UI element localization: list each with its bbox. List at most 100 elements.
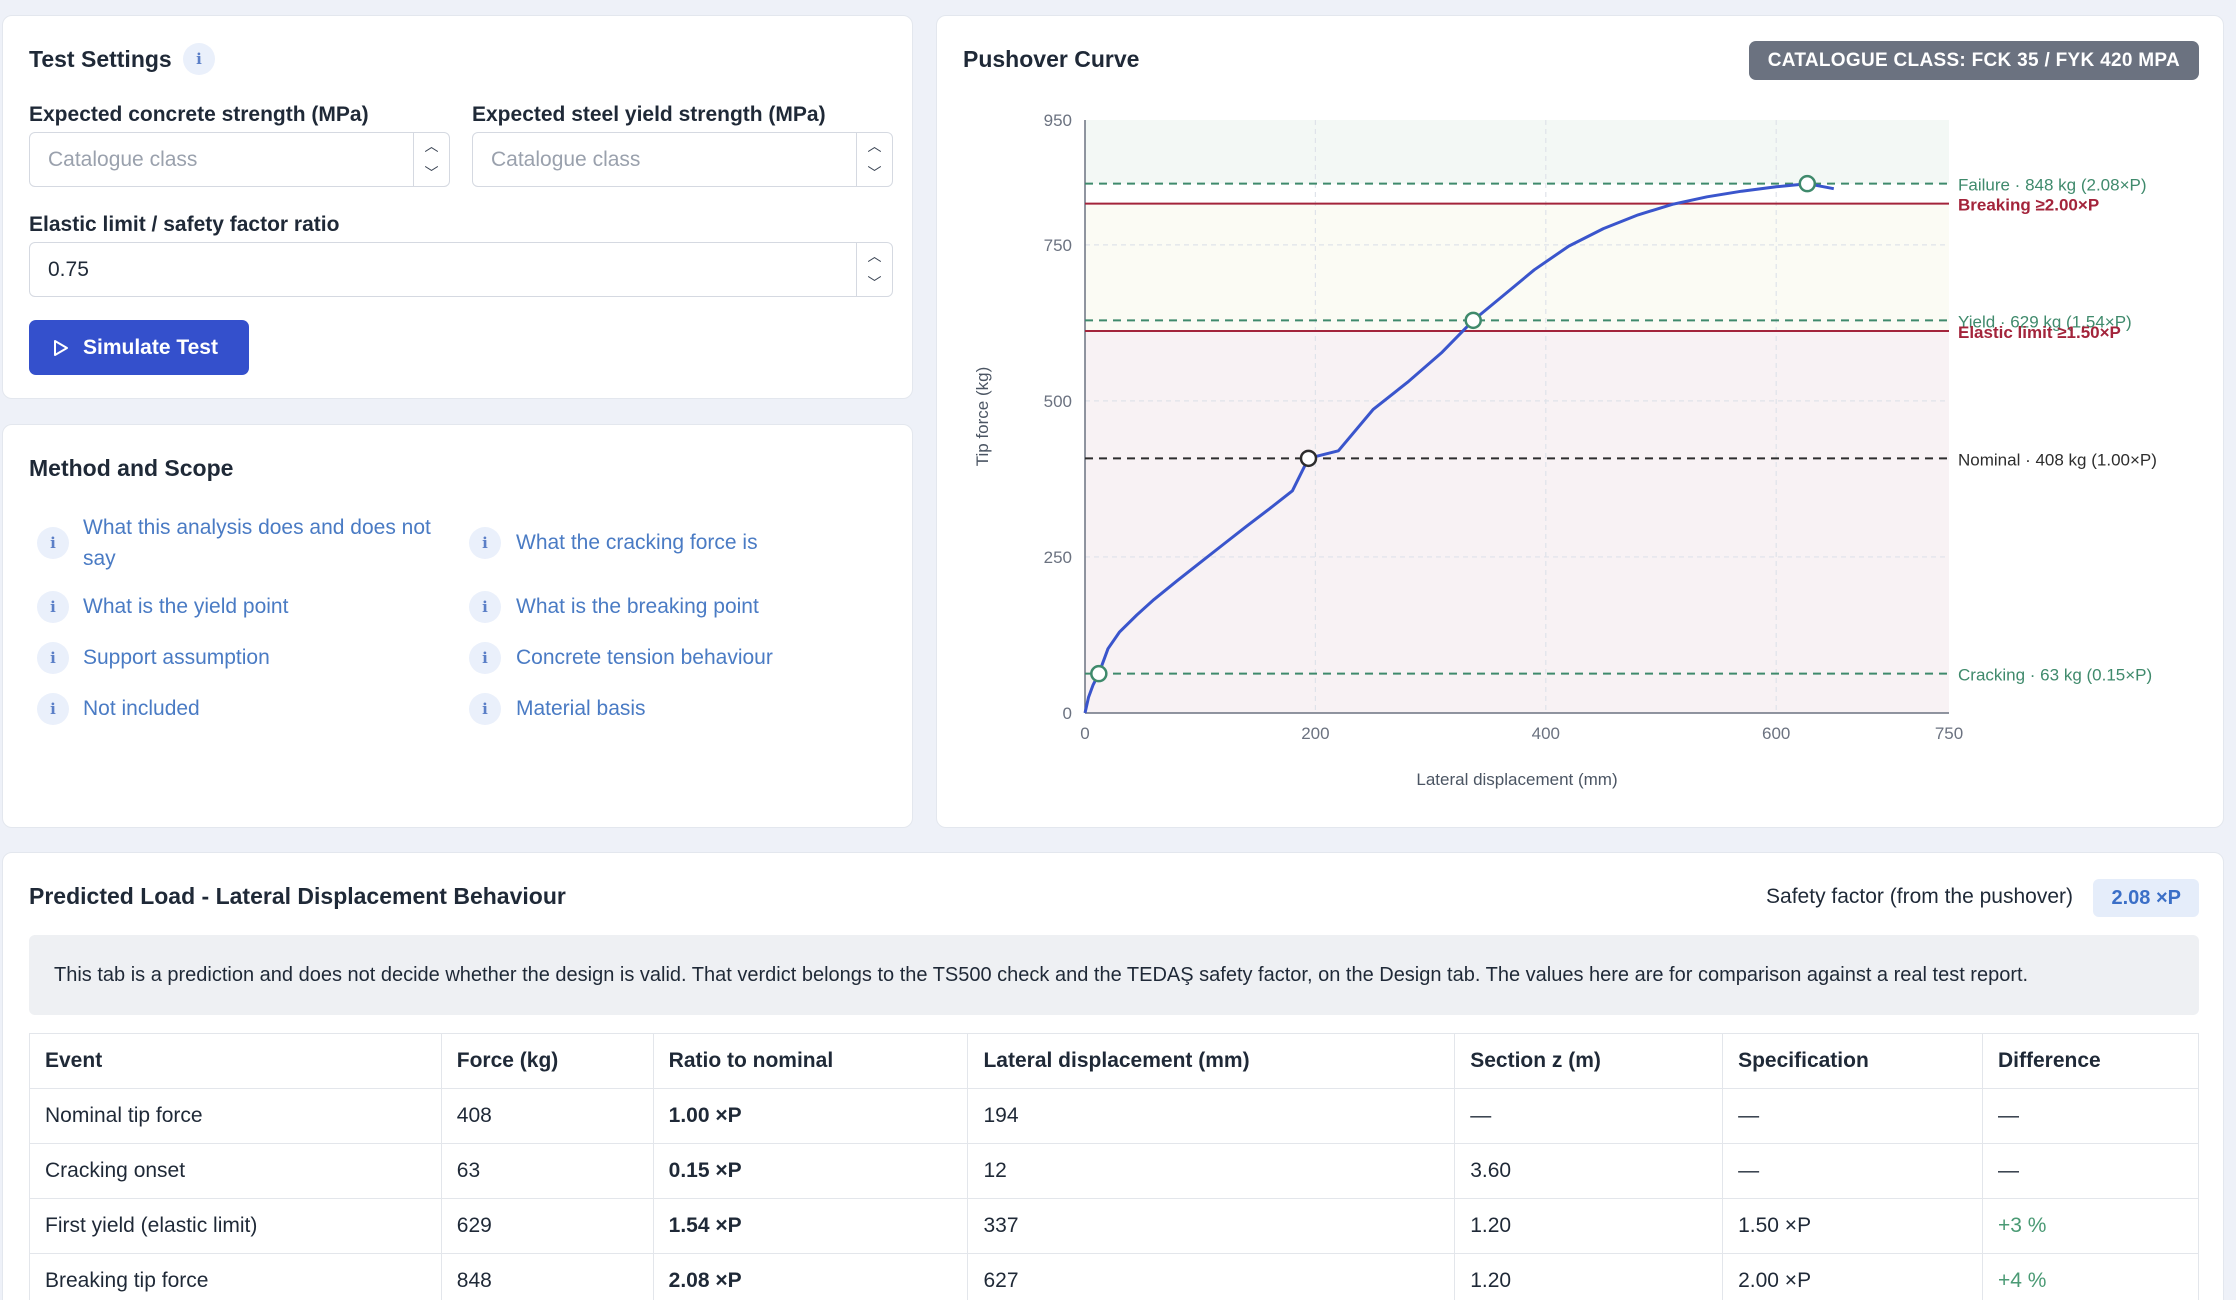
catalogue-class-badge: CATALOGUE CLASS: FCK 35 / FYK 420 MPA	[1748, 41, 2199, 80]
x-tick-label: 750	[1935, 724, 1963, 743]
force-cell: 63	[440, 1143, 654, 1199]
reference-line-label: Cracking · 63 kg (0.15×P)	[1958, 666, 2152, 685]
pushover-chart: 0 200 400 600 750 0 250 500 750 950 Lateral displa…	[973, 111, 2157, 789]
prediction-title: Predicted Load - Lateral Displacement Be…	[29, 883, 566, 909]
info-icon: i	[37, 591, 69, 623]
specification-cell: 1.50 ×P	[1722, 1198, 1984, 1254]
concrete-strength-input[interactable]	[30, 133, 413, 186]
y-tick-label: 750	[1044, 236, 1072, 255]
column-header: Event	[29, 1033, 442, 1089]
table-row: Breaking tip force 848 2.08 ×P 627 1.20 …	[29, 1253, 2199, 1300]
event-cell: First yield (elastic limit)	[29, 1198, 442, 1254]
reference-line-label: Breaking ≥2.00×P	[1958, 196, 2099, 215]
info-icon: i	[37, 693, 69, 725]
chart-band	[1085, 120, 1949, 184]
x-axis-label: Lateral displacement (mm)	[1416, 770, 1617, 789]
reference-line-label: Nominal · 408 kg (1.00×P)	[1958, 450, 2157, 469]
chevron-down-icon[interactable]: ﹀	[867, 274, 882, 291]
chevron-down-icon[interactable]: ﹀	[867, 164, 882, 181]
section-cell: 1.20	[1454, 1253, 1724, 1300]
method-link-material-basis[interactable]: Material basis	[516, 697, 646, 720]
results-table: Event Force (kg) Ratio to nominal Latera…	[29, 1033, 2199, 1300]
concrete-strength-stepper[interactable]: ︿ ﹀	[413, 133, 449, 186]
column-header: Ratio to nominal	[652, 1033, 969, 1089]
ratio-input[interactable]	[30, 243, 856, 296]
ratio-cell: 1.54 ×P	[652, 1198, 969, 1254]
force-cell: 408	[440, 1088, 654, 1144]
column-header: Lateral displacement (mm)	[967, 1033, 1456, 1089]
y-tick-label: 250	[1044, 548, 1072, 567]
method-link-analysis-scope[interactable]: What this analysis does and does not say	[83, 516, 431, 570]
method-scope-title: Method and Scope	[29, 455, 234, 481]
event-cell: Breaking tip force	[29, 1253, 442, 1300]
section-cell: —	[1454, 1088, 1724, 1144]
safety-factor-label: Safety factor (from the pushover)	[1766, 885, 2073, 908]
steel-yield-input[interactable]	[473, 133, 856, 186]
pushover-curve-panel: Pushover Curve CATALOGUE CLASS: FCK 35 /…	[936, 15, 2224, 828]
event-cell: Cracking onset	[29, 1143, 442, 1199]
simulate-test-label: Simulate Test	[83, 335, 218, 359]
x-tick-label: 0	[1080, 724, 1089, 743]
chevron-up-icon[interactable]: ︿	[424, 138, 439, 154]
method-link-yield-point[interactable]: What is the yield point	[83, 595, 289, 618]
chevron-down-icon[interactable]: ﹀	[424, 164, 439, 181]
test-settings-title: Test Settings	[29, 46, 172, 72]
reference-line-label: Elastic limit ≥1.50×P	[1958, 323, 2121, 342]
ratio-cell: 2.08 ×P	[652, 1253, 969, 1300]
steel-yield-field: ︿ ﹀	[472, 132, 893, 187]
y-tick-label: 950	[1044, 111, 1072, 130]
ratio-label: Elastic limit / safety factor ratio	[29, 213, 340, 236]
specification-cell: 2.00 ×P	[1722, 1253, 1984, 1300]
concrete-strength-label: Expected concrete strength (MPa)	[29, 103, 369, 126]
simulate-test-button[interactable]: Simulate Test	[29, 320, 249, 375]
x-tick-label: 200	[1301, 724, 1329, 743]
force-cell: 629	[440, 1198, 654, 1254]
method-scope-panel: Method and Scope i What this analysis do…	[2, 424, 913, 828]
steel-yield-stepper[interactable]: ︿ ﹀	[856, 133, 892, 186]
y-tick-label: 500	[1044, 392, 1072, 411]
chevron-up-icon[interactable]: ︿	[867, 138, 882, 154]
displacement-cell: 194	[967, 1088, 1456, 1144]
curve-marker	[1798, 174, 1817, 193]
curve-marker	[1090, 664, 1108, 683]
difference-cell: —	[1982, 1088, 2199, 1144]
test-settings-info-icon[interactable]: i	[183, 43, 215, 75]
section-cell: 1.20	[1454, 1198, 1724, 1254]
prediction-notice: This tab is a prediction and does not de…	[29, 935, 2199, 1015]
table-row: First yield (elastic limit) 629 1.54 ×P …	[29, 1198, 2199, 1254]
ratio-field: ︿ ﹀	[29, 242, 893, 297]
table-row: Cracking onset 63 0.15 ×P 12 3.60 — —	[29, 1143, 2199, 1199]
method-link-concrete-tension[interactable]: Concrete tension behaviour	[516, 646, 773, 669]
info-icon: i	[469, 527, 501, 559]
column-header: Force (kg)	[440, 1033, 654, 1089]
displacement-cell: 337	[967, 1198, 1456, 1254]
force-cell: 848	[440, 1253, 654, 1300]
play-icon	[54, 339, 68, 356]
pushover-curve-line	[1083, 182, 1835, 714]
event-cell: Nominal tip force	[29, 1088, 442, 1144]
method-link-breaking-point[interactable]: What is the breaking point	[516, 595, 759, 618]
difference-cell: —	[1982, 1143, 2199, 1199]
specification-cell: —	[1722, 1143, 1984, 1199]
method-link-not-included[interactable]: Not included	[83, 697, 200, 720]
y-tick-label: 0	[1063, 704, 1072, 723]
chart-band	[1085, 330, 1949, 713]
concrete-strength-field: ︿ ﹀	[29, 132, 450, 187]
info-icon: i	[469, 693, 501, 725]
info-icon: i	[469, 591, 501, 623]
method-link-support-assumption[interactable]: Support assumption	[83, 646, 270, 669]
displacement-cell: 12	[967, 1143, 1456, 1199]
column-header: Specification	[1722, 1033, 1984, 1089]
displacement-cell: 627	[967, 1253, 1456, 1300]
info-icon: i	[469, 642, 501, 674]
test-settings-panel: Test Settings i Expected concrete streng…	[2, 15, 913, 399]
difference-cell: +3 %	[1982, 1198, 2199, 1254]
safety-factor-badge: 2.08 ×P	[2093, 879, 2199, 917]
ratio-cell: 1.00 ×P	[652, 1088, 969, 1144]
steel-yield-label: Expected steel yield strength (MPa)	[472, 103, 826, 126]
chevron-up-icon[interactable]: ︿	[867, 248, 882, 264]
difference-cell: +4 %	[1982, 1253, 2199, 1300]
method-link-cracking-force[interactable]: What the cracking force is	[516, 531, 758, 554]
curve-marker	[1464, 311, 1482, 330]
ratio-stepper[interactable]: ︿ ﹀	[856, 243, 892, 296]
